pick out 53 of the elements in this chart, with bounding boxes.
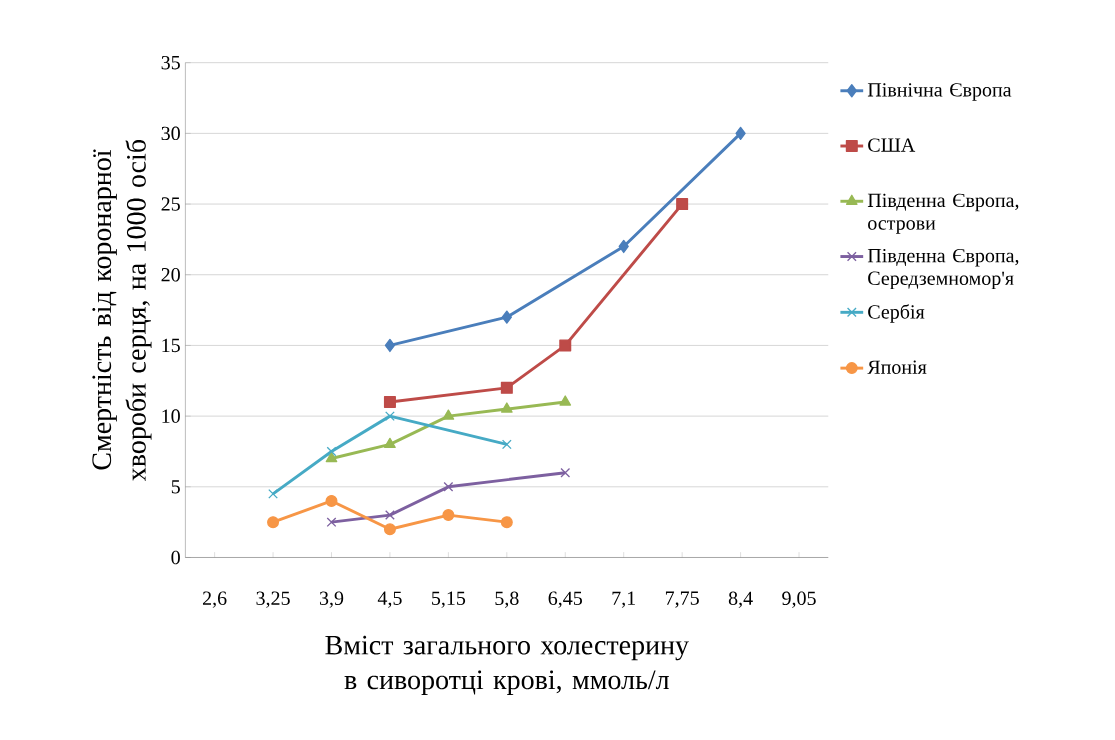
- x-tick-label: 4,5: [377, 591, 402, 608]
- x-tick-label: 6,45: [548, 591, 582, 608]
- x-axis-title: Вміст загального холестерину в сиворотці крові, ммоль/л: [325, 635, 689, 695]
- x-tick-label: 5,15: [432, 591, 466, 608]
- point: [384, 338, 396, 352]
- y-tick-label: 0: [171, 550, 180, 565]
- point: [676, 197, 689, 210]
- point: [559, 395, 572, 406]
- point: [326, 517, 337, 527]
- legend-label: Японія: [867, 360, 927, 374]
- legend-label: Південна Європа, острови: [867, 193, 1019, 234]
- legend-label: США: [868, 138, 916, 152]
- point: [385, 510, 395, 520]
- y-tick-label: 35: [161, 55, 180, 70]
- y-tick-label: 15: [162, 338, 180, 353]
- x-tick-label: 3,9: [319, 591, 344, 608]
- legend-label: Сербія: [868, 304, 925, 323]
- point: [267, 516, 280, 529]
- point: [618, 239, 629, 254]
- point: [383, 523, 396, 536]
- point: [500, 402, 513, 413]
- y-tick-label: 30: [161, 126, 180, 140]
- y-tick-label: 25: [161, 197, 180, 211]
- y-tick-label: 10: [162, 409, 180, 423]
- point: [443, 481, 454, 492]
- point: [268, 488, 278, 499]
- x-tick-label: 7,75: [665, 591, 699, 608]
- point: [442, 409, 455, 420]
- legend-label: Південна Європа, Середземномор'я: [867, 248, 1019, 289]
- y-tick-label: 20: [161, 267, 180, 282]
- x-tick-label: 8,4: [728, 591, 753, 608]
- point: [501, 310, 512, 324]
- point: [560, 467, 571, 478]
- x-tick-label: 7,1: [612, 591, 636, 608]
- x-tick-label: 2,6: [202, 591, 227, 608]
- point: [501, 439, 512, 450]
- point: [735, 126, 746, 140]
- point: [500, 381, 513, 394]
- point: [384, 437, 396, 448]
- x-tick-label: 9,05: [782, 591, 816, 608]
- point: [559, 339, 572, 352]
- y-axis-title: Смертність від коронарної хвороби серця, на 1000 осіб: [92, 139, 152, 481]
- legend-label: Північна Європа: [867, 83, 1012, 101]
- point: [325, 451, 338, 463]
- point: [500, 516, 513, 529]
- point: [385, 411, 395, 421]
- x-tick-label: 5,8: [495, 591, 519, 608]
- x-tick-label: 3,25: [256, 591, 290, 608]
- point: [326, 446, 337, 457]
- y-tick-label: 5: [171, 480, 180, 494]
- point: [325, 494, 338, 507]
- point: [442, 508, 455, 521]
- point: [383, 395, 396, 408]
